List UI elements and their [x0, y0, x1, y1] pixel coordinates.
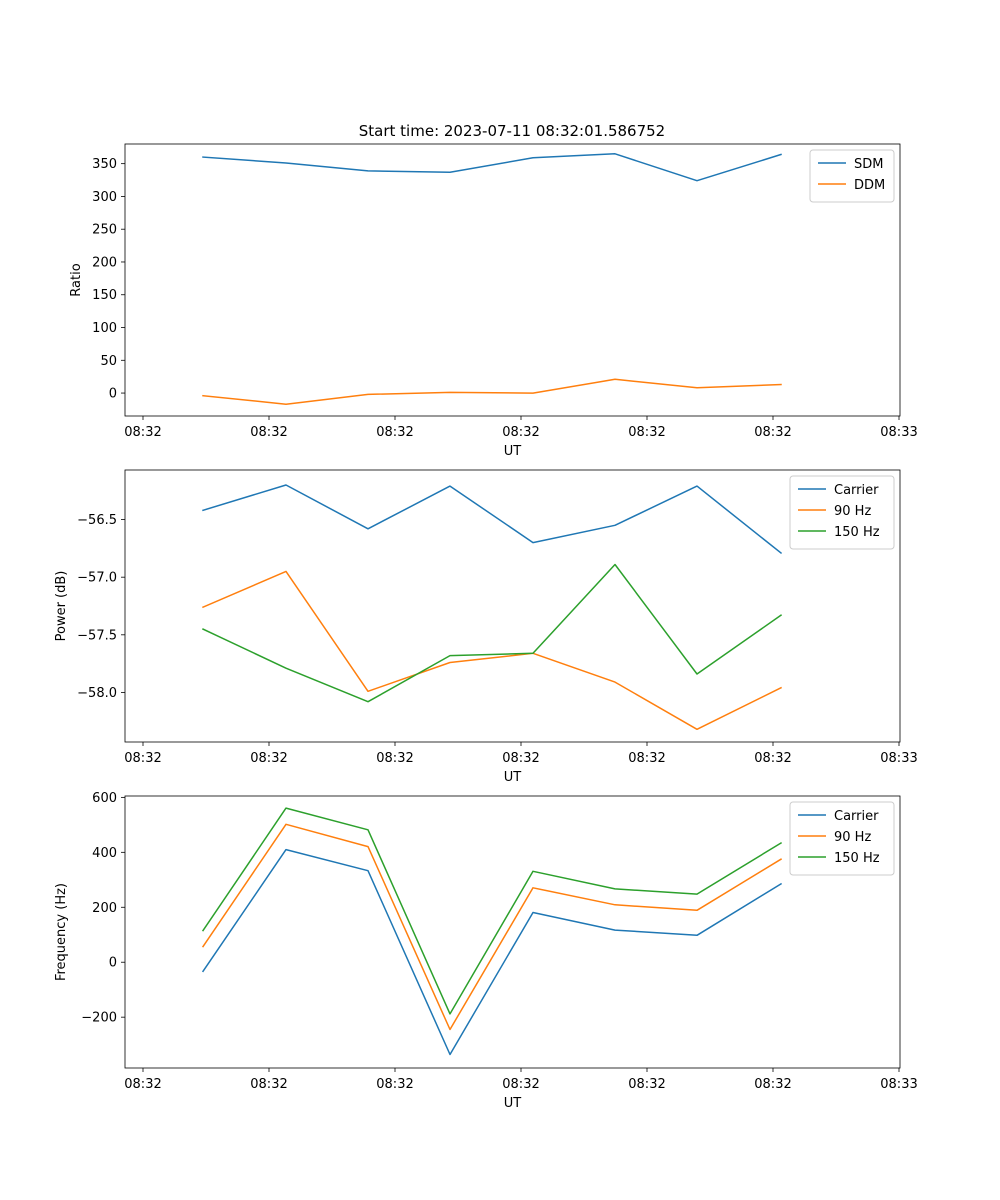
- subplot-3: 08:32 08:32 08:32 08:32 08:32 08:32 08:33 600 40…: [54, 791, 918, 1111]
- legend-label: 90 Hz: [834, 504, 871, 519]
- axes-frame: [124, 795, 901, 1069]
- legend: Carrier 90 Hz 150 Hz: [789, 475, 895, 550]
- x-tick-label: 08:32: [502, 1077, 539, 1092]
- y-tick-label: 400: [92, 846, 117, 861]
- x-tick-label: 08:32: [754, 751, 791, 766]
- series-line-90-hz: [201, 823, 783, 1031]
- y-tick-label: 50: [100, 354, 117, 369]
- series-line-ddm: [202, 378, 782, 405]
- x-axis-label: UT: [504, 444, 522, 459]
- y-tick-label: 600: [92, 791, 117, 806]
- x-tick-label: 08:32: [250, 425, 287, 440]
- x-tick-label: 08:32: [124, 1077, 161, 1092]
- series-line-carrier: [201, 848, 783, 1056]
- x-tick-label: 08:32: [124, 751, 161, 766]
- y-tick-label: 100: [92, 321, 117, 336]
- y-tick-label: 0: [109, 956, 117, 971]
- legend-label: Carrier: [834, 483, 879, 498]
- x-tick-label: 08:32: [628, 1077, 665, 1092]
- x-tick-label: 08:32: [376, 751, 413, 766]
- series-line-90-hz: [202, 570, 783, 731]
- x-axis-label: UT: [504, 770, 522, 785]
- series-line-150-hz: [202, 563, 783, 703]
- x-tick-label: 08:32: [250, 1077, 287, 1092]
- x-tick-label: 08:33: [880, 425, 917, 440]
- legend-label: Carrier: [834, 809, 879, 824]
- x-tick-label: 08:32: [628, 425, 665, 440]
- subplot-1: 08:32 08:32 08:32 08:32 08:32 08:32 08:33 0 50 10…: [69, 143, 918, 459]
- x-tick-label: 08:33: [880, 751, 917, 766]
- y-tick-label: −57.5: [77, 628, 117, 643]
- axes-frame: [124, 143, 901, 417]
- y-tick-label: −56.5: [77, 513, 117, 528]
- figure-title: Start time: 2023-07-11 08:32:01.586752: [359, 122, 665, 140]
- y-tick-label: 250: [92, 223, 117, 238]
- x-tick-label: 08:32: [124, 425, 161, 440]
- x-tick-label: 08:33: [880, 1077, 917, 1092]
- x-tick-label: 08:32: [754, 425, 791, 440]
- x-tick-label: 08:32: [250, 751, 287, 766]
- legend: SDM DDM: [809, 149, 895, 203]
- y-tick-label: 150: [92, 288, 117, 303]
- x-tick-label: 08:32: [628, 751, 665, 766]
- x-axis-label: UT: [504, 1096, 522, 1111]
- y-axis-label: Power (dB): [54, 571, 69, 642]
- series-line-sdm: [202, 153, 782, 182]
- y-axis-label: Ratio: [69, 263, 84, 296]
- y-tick-label: 350: [92, 157, 117, 172]
- y-tick-label: −58.0: [77, 686, 117, 701]
- legend-label: 150 Hz: [834, 851, 880, 866]
- legend-label: 90 Hz: [834, 830, 871, 845]
- y-tick-label: 200: [92, 901, 117, 916]
- legend: Carrier 90 Hz 150 Hz: [789, 801, 895, 876]
- y-tick-label: 200: [92, 255, 117, 270]
- x-tick-label: 08:32: [376, 425, 413, 440]
- legend-label: 150 Hz: [834, 525, 880, 540]
- subplot-2: 08:32 08:32 08:32 08:32 08:32 08:32 08:33 −56.5…: [54, 469, 918, 785]
- legend-label: DDM: [854, 178, 885, 193]
- y-tick-label: −57.0: [77, 571, 117, 586]
- series-line-150-hz: [201, 807, 783, 1015]
- series-line-carrier: [202, 484, 783, 555]
- y-tick-label: 0: [109, 387, 117, 402]
- y-axis-label: Frequency (Hz): [54, 883, 69, 981]
- x-tick-label: 08:32: [376, 1077, 413, 1092]
- y-tick-label: 300: [92, 190, 117, 205]
- x-tick-label: 08:32: [754, 1077, 791, 1092]
- x-tick-label: 08:32: [502, 751, 539, 766]
- subplots: 08:32 08:32 08:32 08:32 08:32 08:32 08:33 0 50 10…: [54, 143, 918, 1111]
- axes-frame: [124, 469, 901, 743]
- x-tick-label: 08:32: [502, 425, 539, 440]
- y-tick-label: −200: [81, 1011, 117, 1026]
- legend-label: SDM: [854, 157, 883, 172]
